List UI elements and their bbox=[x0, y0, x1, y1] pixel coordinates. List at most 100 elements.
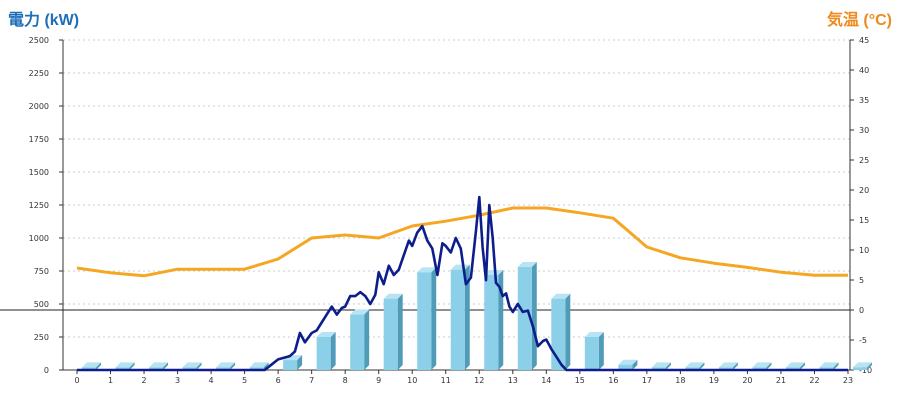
x-tick-label: 8 bbox=[343, 376, 348, 385]
x-tick-label: 4 bbox=[209, 376, 214, 385]
bar bbox=[517, 267, 532, 370]
bar-side bbox=[96, 362, 101, 370]
bar bbox=[618, 364, 633, 370]
bar-side bbox=[330, 332, 336, 370]
right-tick-label: 45 bbox=[859, 36, 869, 45]
left-tick-label: 2000 bbox=[29, 102, 49, 111]
left-tick-label: 1500 bbox=[29, 168, 49, 177]
x-tick-label: 9 bbox=[376, 376, 381, 385]
bar-top bbox=[551, 293, 571, 299]
bar-top bbox=[216, 362, 236, 368]
bar-side bbox=[598, 332, 604, 370]
bar-side bbox=[263, 362, 269, 370]
bar-side bbox=[196, 362, 202, 370]
x-tick-label: 14 bbox=[541, 376, 551, 385]
bar-side bbox=[766, 362, 772, 370]
right-tick-label: 25 bbox=[859, 156, 869, 165]
bar-top bbox=[115, 362, 135, 368]
bar-side bbox=[867, 362, 872, 370]
bar bbox=[484, 274, 499, 370]
x-tick-label: 12 bbox=[474, 376, 484, 385]
x-tick-label: 10 bbox=[407, 376, 417, 385]
bar-top bbox=[383, 293, 403, 299]
left-tick-label: 0 bbox=[44, 366, 49, 375]
bar bbox=[82, 367, 96, 370]
bar-top bbox=[618, 359, 638, 365]
bar-top bbox=[718, 362, 738, 368]
bar bbox=[249, 367, 264, 370]
x-tick-label: 20 bbox=[742, 376, 752, 385]
bar-side bbox=[732, 362, 738, 370]
bar bbox=[819, 367, 834, 370]
bar-top bbox=[450, 264, 470, 270]
x-tick-label: 2 bbox=[141, 376, 146, 385]
bar-side bbox=[833, 362, 839, 370]
right-tick-label: 30 bbox=[859, 126, 869, 135]
bar-side bbox=[799, 362, 805, 370]
x-tick-label: 0 bbox=[74, 376, 79, 385]
x-tick-label: 15 bbox=[575, 376, 585, 385]
bar-side bbox=[230, 362, 236, 370]
bar bbox=[417, 272, 432, 370]
bar-side bbox=[297, 355, 303, 370]
x-tick-label: 18 bbox=[675, 376, 685, 385]
temperature-line bbox=[76, 206, 848, 278]
x-tick-label: 6 bbox=[276, 376, 281, 385]
left-axis-title: 電力 (kW) bbox=[8, 12, 80, 29]
right-tick-label: 20 bbox=[859, 186, 869, 195]
left-tick-label: 2250 bbox=[29, 69, 49, 78]
x-tick-label: 13 bbox=[508, 376, 518, 385]
bar bbox=[685, 367, 700, 370]
x-tick-label: 5 bbox=[242, 376, 247, 385]
bar-top bbox=[149, 362, 169, 368]
bar bbox=[651, 367, 666, 370]
bar bbox=[283, 360, 298, 370]
left-tick-label: 750 bbox=[34, 267, 49, 276]
bar-top bbox=[785, 362, 805, 368]
bar bbox=[718, 367, 733, 370]
right-tick-label: -5 bbox=[859, 336, 867, 345]
bar-side bbox=[565, 293, 571, 370]
bar bbox=[785, 367, 800, 370]
bar-top bbox=[316, 332, 336, 337]
bar-top bbox=[417, 267, 437, 273]
x-tick-label: 7 bbox=[309, 376, 314, 385]
bar-side bbox=[364, 309, 370, 370]
right-tick-label: 5 bbox=[859, 276, 864, 285]
x-tick-label: 1 bbox=[108, 376, 113, 385]
bar-side bbox=[129, 362, 135, 370]
bar-top bbox=[819, 362, 839, 368]
right-tick-label: -10 bbox=[859, 366, 872, 375]
left-tick-label: 500 bbox=[34, 300, 49, 309]
right-tick-label: 10 bbox=[859, 246, 869, 255]
bar-top bbox=[82, 362, 101, 368]
bar-top bbox=[651, 362, 671, 368]
power-line bbox=[77, 195, 848, 372]
left-tick-label: 1000 bbox=[29, 234, 49, 243]
bar bbox=[115, 367, 130, 370]
left-tick-label: 1250 bbox=[29, 201, 49, 210]
bar-top bbox=[584, 332, 604, 337]
x-tick-label: 11 bbox=[441, 376, 451, 385]
bar-top bbox=[350, 309, 370, 315]
right-tick-label: 40 bbox=[859, 66, 869, 75]
bar-side bbox=[632, 359, 638, 370]
bar bbox=[149, 367, 164, 370]
bar-top bbox=[517, 262, 537, 268]
right-tick-label: 35 bbox=[859, 96, 869, 105]
x-tick-label: 23 bbox=[843, 376, 853, 385]
bar-top bbox=[249, 362, 269, 368]
bar-top bbox=[752, 362, 772, 368]
bar-side bbox=[699, 362, 705, 370]
x-tick-label: 16 bbox=[608, 376, 618, 385]
bar bbox=[584, 337, 599, 370]
right-tick-label: 0 bbox=[859, 306, 864, 315]
bar-side bbox=[531, 262, 537, 370]
x-tick-label: 21 bbox=[776, 376, 786, 385]
bar bbox=[316, 337, 331, 370]
bar-top bbox=[182, 362, 202, 368]
left-tick-label: 2500 bbox=[29, 36, 49, 45]
x-tick-label: 3 bbox=[175, 376, 180, 385]
left-tick-label: 250 bbox=[34, 333, 49, 342]
